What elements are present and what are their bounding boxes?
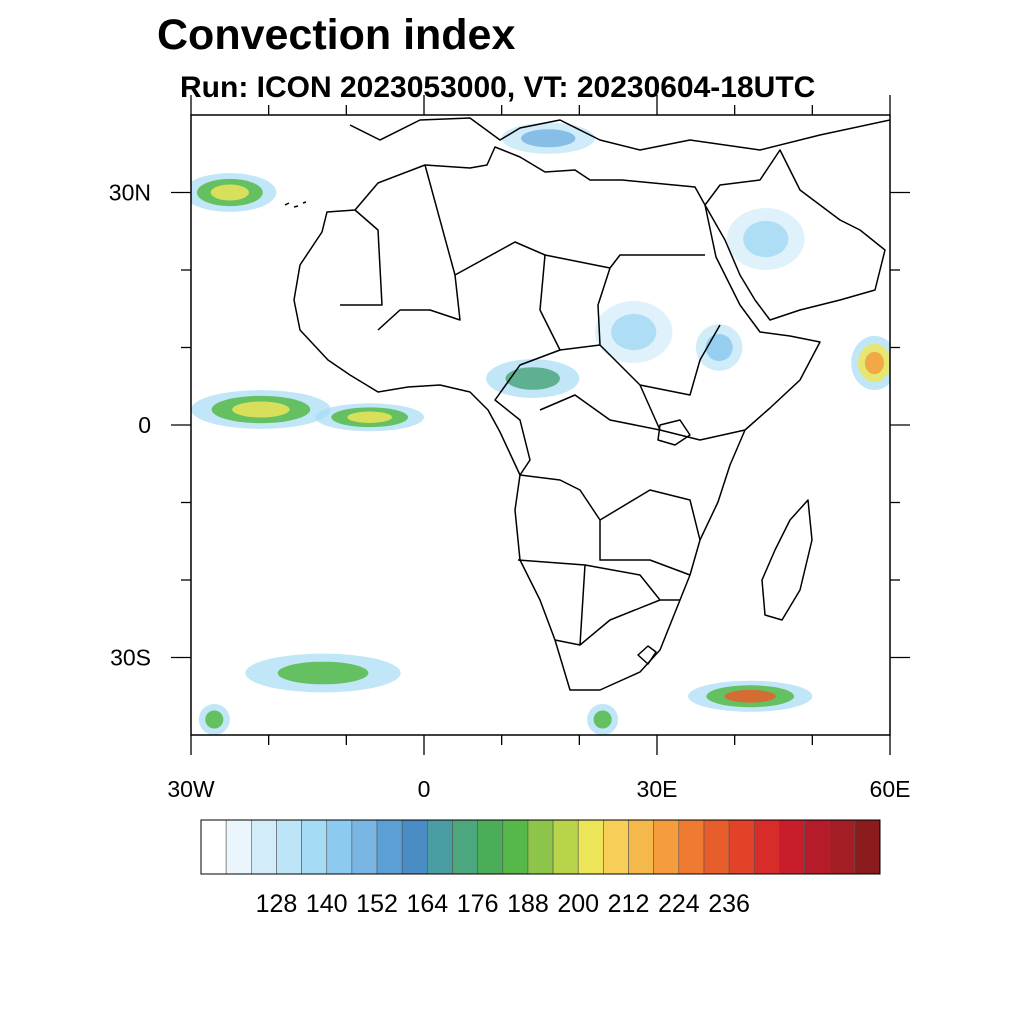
x-tick-label: 30W — [167, 776, 215, 802]
colorbar-frame — [200, 819, 881, 875]
convection-central-atlantic-itcz — [315, 403, 424, 432]
colorbar-swatch — [628, 819, 654, 875]
colorbar-swatch — [854, 819, 881, 875]
convection-level — [505, 367, 560, 390]
colorbar-swatch — [200, 819, 227, 875]
colorbar-label: 188 — [507, 890, 549, 918]
convection-mozambique-channel-front — [688, 680, 813, 712]
y-tick-label: 0 — [138, 412, 151, 438]
colorbar-swatch — [678, 819, 705, 875]
convection-level — [210, 184, 250, 201]
map-title: Convection index — [157, 11, 516, 59]
convection-level — [205, 710, 224, 729]
convection-level — [277, 661, 369, 685]
convection-level — [611, 313, 657, 351]
colorbar-swatch — [376, 819, 403, 875]
colorbar-labels: 128 140 152 164 176 188 200 212 224 236 — [256, 890, 750, 918]
convection-level — [232, 401, 290, 418]
arabia-coast — [704, 149, 886, 321]
lake-victoria — [657, 419, 691, 446]
colorbar-swatch — [276, 819, 302, 875]
convection-sudan-sahel — [594, 301, 673, 363]
colorbar-swatch — [477, 819, 504, 875]
colorbar-label: 200 — [557, 890, 599, 918]
madagascar — [761, 499, 813, 621]
colorbar-swatch — [552, 819, 579, 875]
colorbar-swatch — [401, 819, 428, 875]
convection-level — [521, 129, 576, 148]
convection-level — [743, 220, 789, 258]
colorbar-swatch — [452, 819, 478, 875]
y-tick-label: 30N — [109, 180, 151, 206]
convection-far-south-atlantic — [198, 704, 230, 735]
colorbar-label: 140 — [306, 890, 348, 918]
colorbar-swatch — [301, 819, 328, 875]
convection-east-atlantic-itcz — [191, 390, 331, 429]
lesotho — [637, 645, 657, 665]
colorbar-swatch — [728, 819, 755, 875]
colorbar-label: 176 — [457, 890, 499, 918]
convection-level — [724, 689, 776, 703]
convection-mediterranean — [501, 122, 595, 154]
convection-level — [347, 411, 393, 423]
colorbar-swatch — [753, 819, 780, 875]
convection-arabian-sea-cell — [851, 335, 890, 391]
colorbar-label: 152 — [356, 890, 398, 918]
convection-south-atlantic-front — [245, 653, 401, 693]
colorbar-label: 236 — [708, 890, 750, 918]
map-subtitle: Run: ICON 2023053000, VT: 20230604-18UTC — [180, 71, 816, 104]
colorbar-swatch — [804, 819, 831, 875]
y-tick-label: 30S — [110, 645, 151, 671]
colorbar-label: 212 — [608, 890, 650, 918]
convection-level — [864, 351, 885, 375]
canary-islands — [284, 201, 307, 208]
colorbar-swatch — [653, 819, 680, 875]
x-tick-label: 30E — [637, 776, 678, 802]
colorbar-swatch — [250, 819, 277, 875]
convection-fields — [191, 122, 890, 735]
colorbar-swatch — [577, 819, 604, 875]
colorbar-swatch — [502, 819, 529, 875]
interior-borders — [340, 164, 746, 646]
colorbar-swatch — [225, 819, 252, 875]
colorbar — [200, 819, 881, 875]
convection-central-africa — [486, 359, 580, 398]
colorbar-swatch — [829, 819, 856, 875]
colorbar-swatch — [779, 819, 805, 875]
country-borders — [284, 117, 890, 691]
convection-south-africa-coast — [587, 704, 619, 735]
colorbar-label: 224 — [658, 890, 700, 918]
colorbar-label: 164 — [406, 890, 448, 918]
convection-north-atlantic-band — [191, 173, 277, 212]
x-tick-label: 60E — [870, 776, 911, 802]
convection-level — [705, 333, 733, 362]
convection-ethiopia-highlands — [695, 324, 743, 371]
colorbar-swatch — [351, 819, 378, 875]
x-tick-label: 0 — [418, 776, 431, 802]
colorbar-swatch — [703, 819, 730, 875]
convection-level — [593, 710, 612, 729]
colorbar-swatch — [326, 819, 353, 875]
colorbar-swatch — [527, 819, 554, 875]
convection-saudi-arabia — [726, 208, 805, 270]
colorbar-swatch — [603, 819, 629, 875]
europe-coast — [349, 117, 890, 151]
colorbar-label: 128 — [256, 890, 298, 918]
colorbar-swatch — [427, 819, 453, 875]
axis-tick-labels: 30W 0 30E 60E 30N 0 30S — [109, 180, 911, 803]
axis-ticks — [171, 95, 910, 755]
